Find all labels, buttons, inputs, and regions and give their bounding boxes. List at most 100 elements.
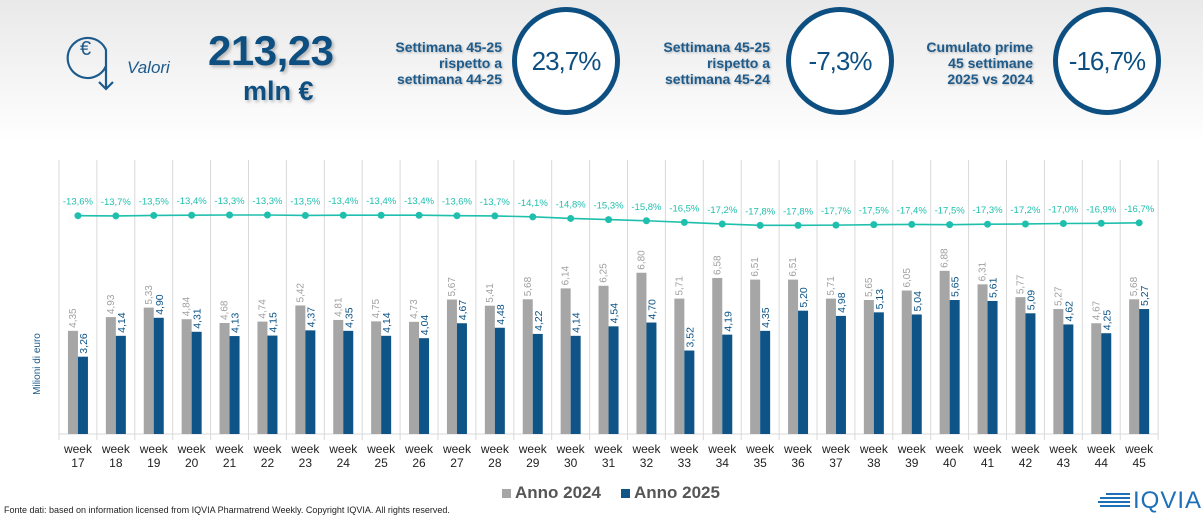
- line-point: [263, 211, 271, 219]
- x-tick-label: week: [1010, 442, 1040, 456]
- bar-2024: [598, 285, 609, 434]
- x-tick-label-number: 39: [905, 456, 919, 470]
- bar-label-2025: 4,14: [116, 312, 128, 333]
- iqvia-stripes-icon: [1098, 493, 1130, 507]
- x-tick-label-number: 41: [981, 456, 995, 470]
- kpi-circle-cumulative: -16,7%: [1053, 7, 1161, 115]
- source-footnote: Fonte dati: based on information license…: [4, 505, 450, 515]
- x-tick-label: week: [1086, 442, 1116, 456]
- bar-2024: [181, 319, 192, 434]
- bar-2024: [674, 298, 685, 434]
- bar-2025: [115, 335, 126, 434]
- x-tick-label: week: [594, 442, 624, 456]
- bar-2025: [1139, 309, 1150, 434]
- kpi-header: € Valori 213,23 mln € Settimana 45-25 ri…: [0, 0, 1203, 140]
- bar-2024: [143, 307, 154, 434]
- bar-2025: [911, 314, 922, 434]
- line-point-label: -17,4%: [897, 205, 928, 216]
- x-tick-label-number: 38: [867, 456, 881, 470]
- line-point-label: -13,5%: [290, 196, 321, 207]
- bar-2024: [257, 321, 268, 434]
- line-point-label: -13,4%: [404, 196, 435, 207]
- line-point: [188, 211, 196, 219]
- line-point-label: -17,5%: [859, 206, 890, 217]
- line-point: [794, 221, 802, 229]
- bar-2024: [219, 323, 230, 434]
- bar-2024: [825, 298, 836, 434]
- line-point: [529, 213, 537, 221]
- x-tick-label-number: 30: [564, 456, 578, 470]
- bar-label-2025: 4,62: [1063, 301, 1075, 322]
- line-point-label: -17,0%: [1048, 205, 1079, 216]
- bar-label-2025: 4,37: [305, 307, 317, 328]
- bar-label-2024: 6,31: [978, 261, 989, 281]
- x-tick-label-number: 24: [337, 456, 351, 470]
- line-point: [1059, 220, 1067, 228]
- line-point: [718, 220, 726, 228]
- line-point-label: -16,7%: [1124, 204, 1155, 215]
- line-point-label: -13,5%: [139, 196, 170, 207]
- bar-label-2025: 4,13: [230, 312, 242, 333]
- legend-label-2024: Anno 2024: [515, 483, 601, 502]
- x-tick-label-number: 21: [223, 456, 237, 470]
- x-tick-label-number: 23: [299, 456, 313, 470]
- bar-label-2024: 4,35: [68, 308, 79, 328]
- kpi-label-yoy: Settimana 45-25 rispetto a settimana 45-…: [663, 39, 770, 87]
- bar-2024: [939, 270, 950, 434]
- bar-label-2024: 5,33: [144, 285, 155, 305]
- bar-2024: [371, 321, 382, 434]
- x-tick-label-number: 44: [1095, 456, 1109, 470]
- line-point-label: -13,6%: [442, 197, 473, 208]
- x-tick-label-number: 25: [374, 456, 388, 470]
- bar-label-2025: 4,31: [192, 308, 204, 329]
- line-point: [946, 221, 954, 229]
- x-tick-label: week: [897, 442, 927, 456]
- x-tick-label: week: [707, 442, 737, 456]
- line-point-label: -17,5%: [935, 206, 966, 217]
- bar-label-2025: 4,04: [419, 315, 431, 336]
- bar-label-2024: 5,67: [447, 277, 458, 297]
- kpi-label-cumulative: Cumulato prime 45 settimane 2025 vs 2024: [926, 39, 1033, 87]
- line-point: [453, 212, 461, 220]
- x-tick-label-number: 43: [1057, 456, 1071, 470]
- bar-label-2025: 4,15: [267, 312, 279, 333]
- bar-2024: [1091, 323, 1102, 434]
- x-tick-label: week: [745, 442, 775, 456]
- x-tick-label: week: [556, 442, 586, 456]
- bar-label-2025: 4,19: [722, 311, 734, 332]
- x-tick-label-number: 26: [412, 456, 426, 470]
- line-point: [1021, 220, 1029, 228]
- bar-label-2024: 5,41: [485, 283, 496, 303]
- bar-label-2024: 6,88: [940, 248, 951, 268]
- bar-2024: [105, 317, 116, 434]
- bar-2024: [560, 288, 571, 434]
- line-point-label: -15,3%: [593, 201, 624, 212]
- x-tick-label: week: [63, 442, 93, 456]
- bar-label-2024: 4,67: [1091, 300, 1102, 320]
- bar-label-2025: 5,04: [912, 291, 924, 312]
- bar-2025: [381, 335, 392, 434]
- line-point-label: -17,2%: [1010, 205, 1041, 216]
- x-tick-label-number: 34: [716, 456, 730, 470]
- legend-swatch-2025: [620, 488, 630, 498]
- x-tick-label: week: [669, 442, 699, 456]
- line-point-label: -17,3%: [972, 205, 1003, 216]
- bar-label-2025: 4,14: [571, 312, 583, 333]
- iqvia-logo: IQVIA: [1098, 487, 1202, 515]
- x-tick-label-number: 29: [526, 456, 540, 470]
- bar-2024: [67, 330, 78, 434]
- line-point: [908, 220, 916, 228]
- bar-label-2025: 5,61: [988, 277, 1000, 298]
- x-tick-label-number: 31: [602, 456, 616, 470]
- line-point-label: -14,1%: [518, 198, 549, 209]
- bar-2025: [532, 333, 543, 434]
- x-tick-label: week: [783, 442, 813, 456]
- x-tick-label-number: 28: [488, 456, 502, 470]
- x-tick-label-number: 37: [829, 456, 843, 470]
- x-tick-label: week: [328, 442, 358, 456]
- bar-2024: [522, 299, 533, 434]
- line-point: [642, 217, 650, 225]
- bar-label-2025: 4,70: [646, 299, 658, 320]
- line-point: [112, 212, 120, 220]
- line-point-label: -13,7%: [480, 197, 511, 208]
